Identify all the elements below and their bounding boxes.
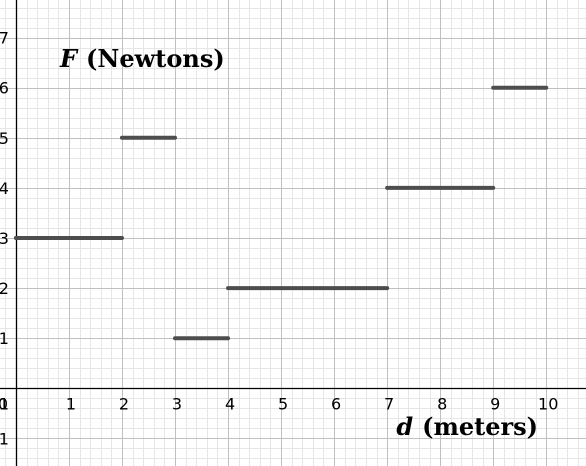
y-tick-label: 5 <box>0 129 9 148</box>
x-tick-label: 3 <box>172 394 182 413</box>
y-axis-unit: (Newtons) <box>86 44 225 73</box>
y-tick-label: 6 <box>0 79 9 98</box>
x-tick-label: 7 <box>384 394 394 413</box>
x-axis-title: d (meters) <box>396 412 538 441</box>
y-axis-title: F (Newtons) <box>59 44 225 73</box>
y-tick-label: 7 <box>0 29 9 48</box>
x-tick-label: 1 <box>66 394 76 413</box>
x-axis-variable: d <box>396 412 413 441</box>
data-segments <box>13 85 549 341</box>
x-axis-unit: (meters) <box>422 412 538 441</box>
y-tick-label: 4 <box>0 179 9 198</box>
x-tick-label-edge: 1 <box>0 394 9 413</box>
x-tick-label: 8 <box>437 394 447 413</box>
x-tick-label: 6 <box>331 394 341 413</box>
y-tick-label: 3 <box>0 229 9 248</box>
x-tick-label: 2 <box>119 394 129 413</box>
y-tick-label: −1 <box>0 429 9 448</box>
y-tick-label: 1 <box>0 329 9 348</box>
x-tick-label: 0 <box>0 394 8 413</box>
y-axis-variable: F <box>59 44 79 73</box>
x-tick-label: 9 <box>490 394 500 413</box>
x-tick-label: 5 <box>278 394 288 413</box>
x-tick-label: 4 <box>225 394 235 413</box>
y-tick-label: 2 <box>0 279 9 298</box>
x-tick-label: 10 <box>538 394 558 413</box>
